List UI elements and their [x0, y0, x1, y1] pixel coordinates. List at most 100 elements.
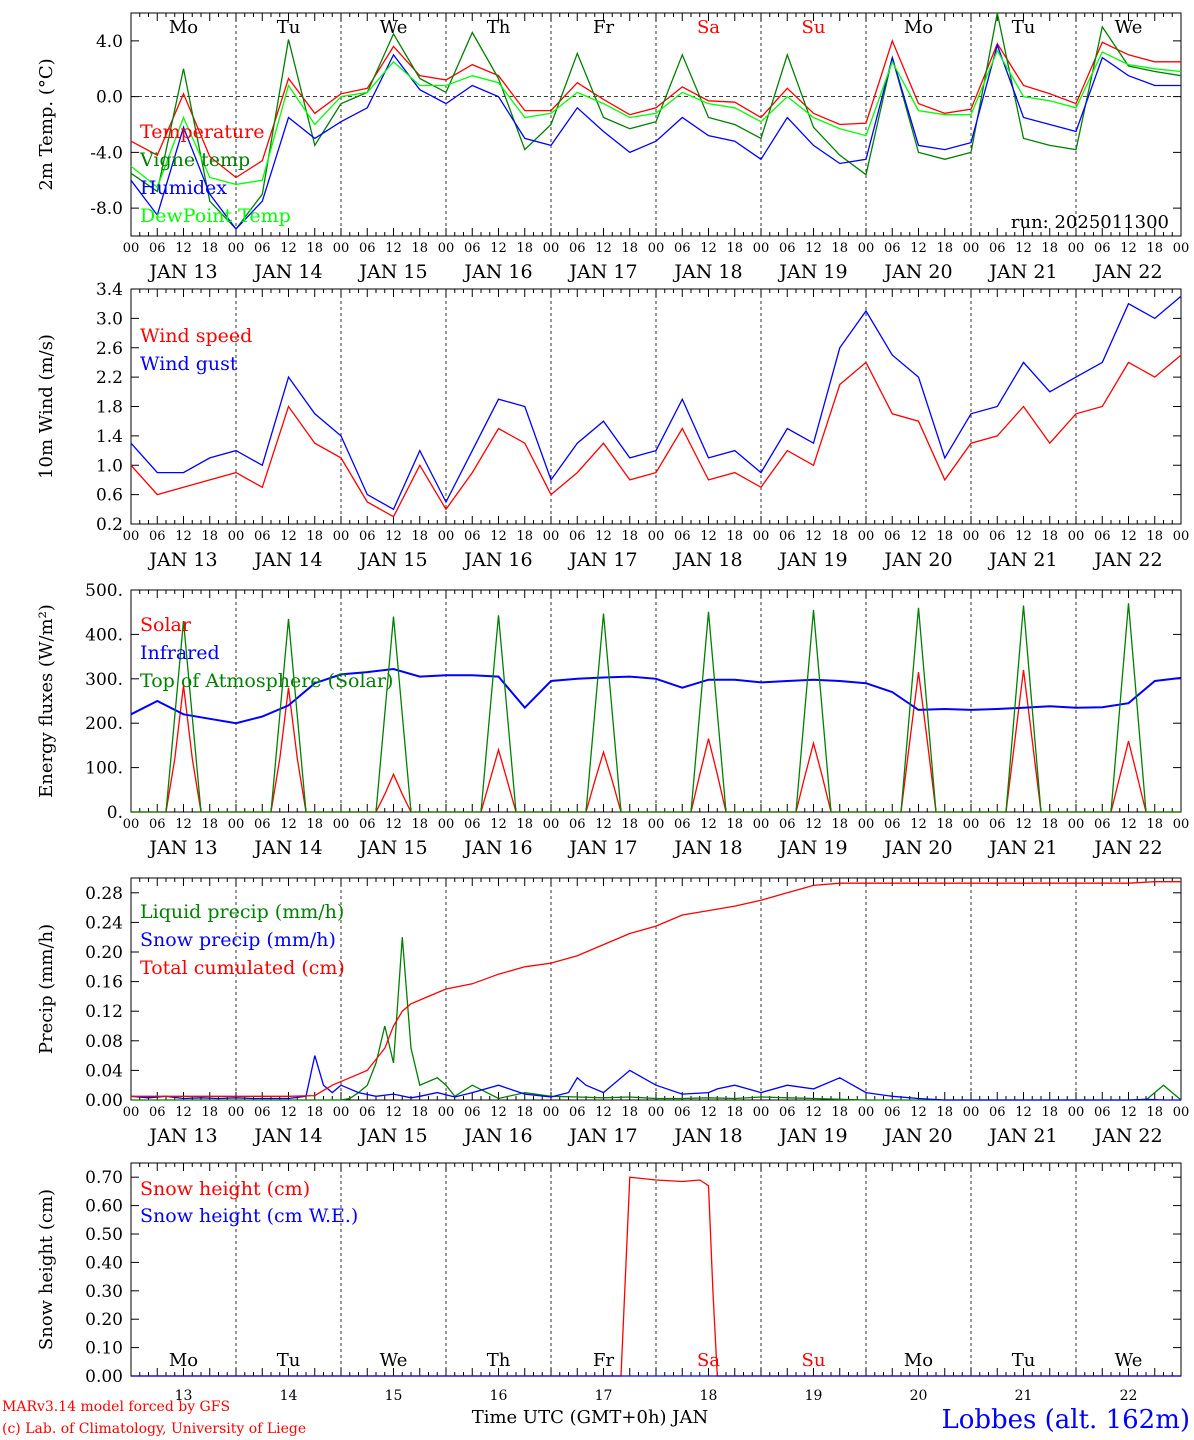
- hour-label: 00: [438, 1105, 455, 1120]
- hour-label: 00: [228, 529, 245, 544]
- hour-label: 06: [989, 241, 1006, 256]
- station-label: Lobbes (alt. 162m): [941, 1405, 1190, 1435]
- hour-label: 06: [569, 529, 586, 544]
- day-label: JAN 13: [147, 549, 217, 571]
- hour-label: 12: [595, 241, 612, 256]
- y-tick-label: 0.24: [85, 913, 123, 933]
- weekday-label: We: [380, 1350, 408, 1371]
- hour-label: 18: [306, 817, 323, 832]
- hour-label: 12: [910, 817, 927, 832]
- day-label: JAN 17: [567, 261, 637, 283]
- legend-entry: Top of Atmosphere (Solar): [140, 670, 393, 692]
- hour-label: 12: [910, 529, 927, 544]
- hour-label: 00: [123, 1105, 140, 1120]
- hour-label: 06: [464, 817, 481, 832]
- hour-label: 06: [569, 817, 586, 832]
- hour-label: 18: [1041, 1105, 1058, 1120]
- legend-entry: Liquid precip (mm/h): [140, 901, 344, 923]
- hour-label: 12: [175, 529, 192, 544]
- series-line-snow-precip-mm-h-: [130, 1055, 1181, 1101]
- hour-label: 18: [936, 1105, 953, 1120]
- hour-label: 12: [175, 241, 192, 256]
- hour-label: 12: [280, 241, 297, 256]
- hour-label: 00: [333, 241, 350, 256]
- hour-label: 18: [306, 241, 323, 256]
- hour-label: 00: [753, 529, 770, 544]
- legend-entry: Snow height (cm): [140, 1178, 310, 1200]
- hour-label: 18: [516, 241, 533, 256]
- hour-label: 18: [831, 241, 848, 256]
- weekday-label: Tu: [1012, 17, 1036, 38]
- hour-label: 00: [963, 817, 980, 832]
- hour-label: 18: [726, 1105, 743, 1120]
- day-label: JAN 17: [567, 1125, 637, 1147]
- hour-label: 00: [753, 1105, 770, 1120]
- hour-label: 12: [595, 817, 612, 832]
- day-number-label: 13: [175, 1388, 193, 1404]
- hour-label: 06: [569, 1105, 586, 1120]
- y-tick-label: 0.00: [85, 1367, 123, 1387]
- weekday-label: Mo: [169, 17, 198, 38]
- hour-label: 00: [438, 241, 455, 256]
- weekday-label: Mo: [904, 1350, 933, 1371]
- hour-label: 00: [543, 817, 560, 832]
- hour-label: 00: [858, 1105, 875, 1120]
- hour-label: 00: [543, 529, 560, 544]
- hour-label: 00: [438, 529, 455, 544]
- day-label: JAN 14: [252, 1125, 322, 1147]
- day-label: JAN 13: [147, 837, 217, 859]
- y-tick-label: 1.4: [96, 427, 123, 447]
- y-tick-label: 0.12: [85, 1002, 123, 1022]
- hour-label: 06: [779, 241, 796, 256]
- day-label: JAN 17: [567, 837, 637, 859]
- y-tick-label: 0.20: [85, 1310, 123, 1330]
- hour-label: 18: [1146, 817, 1163, 832]
- hour-label: 06: [359, 241, 376, 256]
- hour-label: 18: [201, 529, 218, 544]
- hour-label: 18: [1041, 529, 1058, 544]
- hour-label: 00: [858, 241, 875, 256]
- legend-entry: Total cumulated (cm): [140, 957, 345, 979]
- day-label: JAN 16: [462, 261, 532, 283]
- y-tick-label: 2.2: [96, 368, 123, 388]
- day-label: JAN 15: [357, 549, 427, 571]
- weekday-label: Su: [802, 17, 826, 38]
- hour-label: 00: [1068, 241, 1085, 256]
- plot-frame: [130, 12, 1182, 237]
- hour-label: 12: [280, 529, 297, 544]
- hour-label: 12: [700, 241, 717, 256]
- y-tick-label: 0.28: [85, 884, 123, 904]
- day-label: JAN 16: [462, 1125, 532, 1147]
- y-tick-label: 0.10: [85, 1339, 123, 1359]
- y-tick-label: 0.00: [85, 1091, 123, 1111]
- y-axis-title: 10m Wind (m/s): [36, 334, 57, 479]
- y-tick-label: 0.30: [85, 1282, 123, 1302]
- hour-label: 18: [201, 1105, 218, 1120]
- hour-label: 12: [1120, 241, 1137, 256]
- hour-label: 06: [359, 529, 376, 544]
- hour-label: 06: [464, 241, 481, 256]
- day-number-label: 18: [700, 1388, 718, 1404]
- day-label: JAN 20: [882, 549, 952, 571]
- legend-entry: Solar: [140, 614, 192, 636]
- y-tick-label: 3.4: [96, 280, 123, 300]
- day-label: JAN 21: [987, 837, 1057, 859]
- day-label: JAN 19: [777, 261, 847, 283]
- hour-label: 06: [1094, 529, 1111, 544]
- y-tick-label: 0.04: [85, 1061, 123, 1081]
- legend-entry: Infrared: [140, 642, 220, 664]
- hour-label: 06: [884, 241, 901, 256]
- hour-label: 18: [1146, 241, 1163, 256]
- day-label: JAN 14: [252, 261, 322, 283]
- series-line-total-cumulated-cm-: [131, 881, 1181, 1097]
- weekday-label: Fr: [593, 17, 614, 38]
- hour-label: 12: [385, 241, 402, 256]
- hour-label: 00: [963, 529, 980, 544]
- legend-entry: Snow precip (mm/h): [140, 929, 336, 951]
- weekday-label: We: [1115, 1350, 1143, 1371]
- hour-label: 00: [543, 1105, 560, 1120]
- hour-label: 12: [1120, 817, 1137, 832]
- hour-label: 00: [333, 529, 350, 544]
- day-label: JAN 15: [357, 837, 427, 859]
- y-tick-label: 0.50: [85, 1225, 123, 1245]
